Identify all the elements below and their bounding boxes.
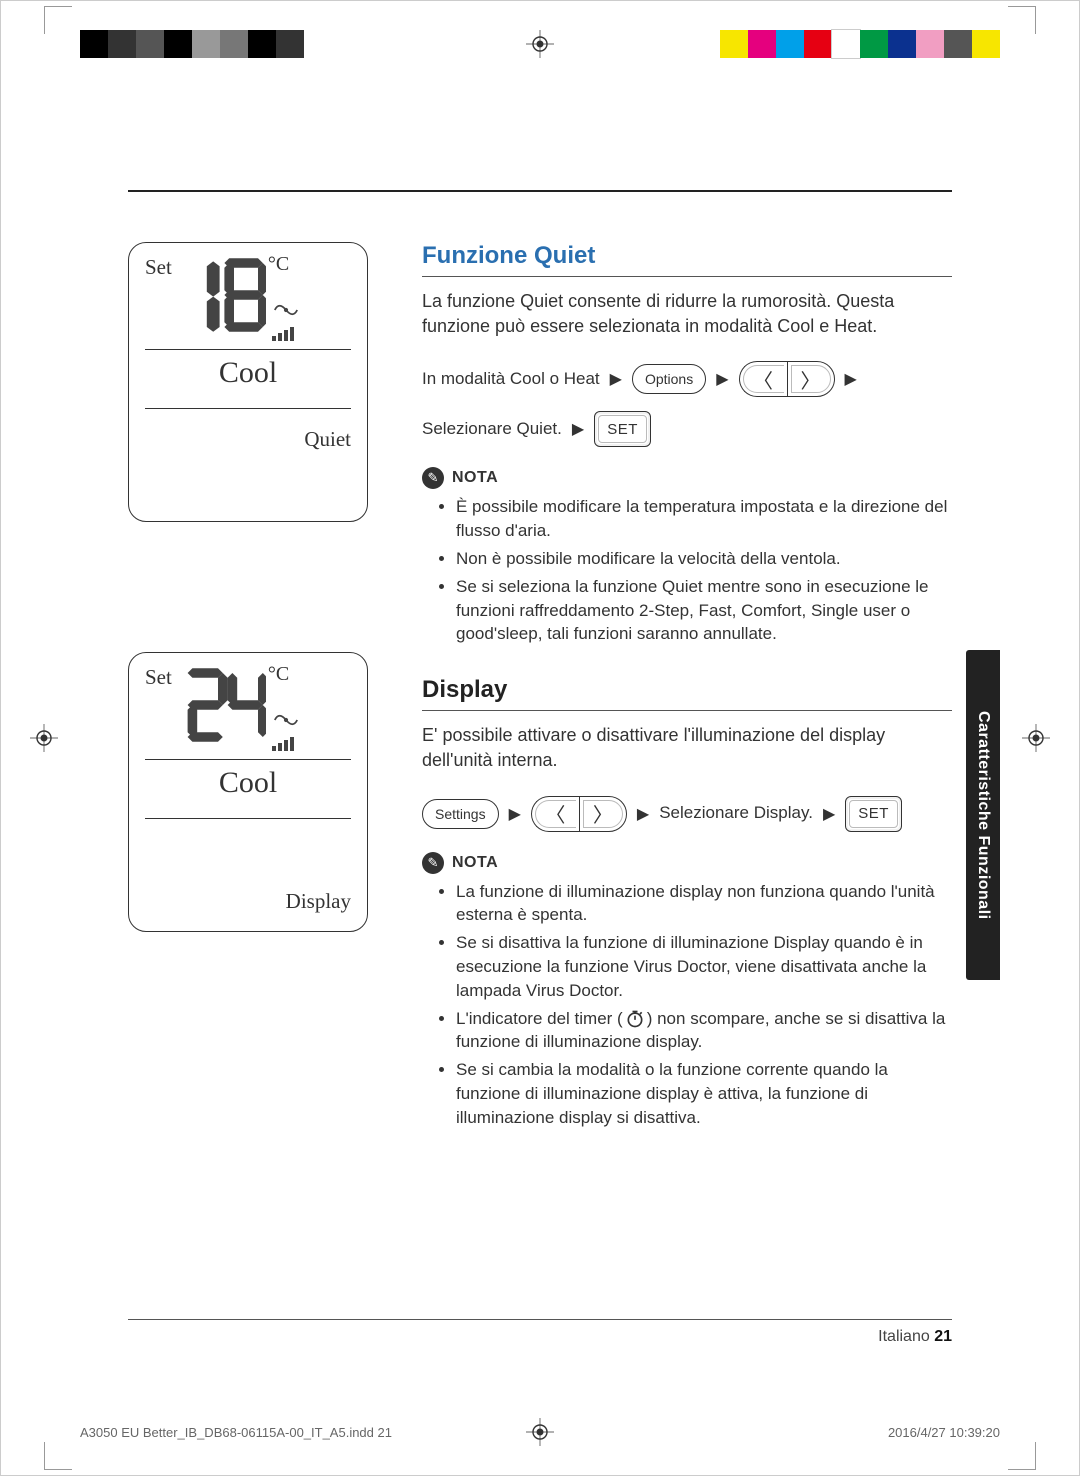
remote-preview-quiet: Set <box>128 242 368 522</box>
registration-mark <box>1022 724 1050 752</box>
print-colorbar-right <box>720 30 1000 58</box>
section-tab: Caratteristiche Funzionali <box>966 650 1000 980</box>
note-icon: ✎ <box>422 852 444 874</box>
page-footer: Italiano 21 <box>128 1319 952 1346</box>
arrow-icon: ▶ <box>509 804 521 824</box>
temp-digit <box>186 255 266 335</box>
set-label: Set <box>145 255 172 280</box>
intro-display: E' possibile attivare o disattivare l'il… <box>422 723 952 773</box>
arrow-icon: ▶ <box>637 804 649 824</box>
arrow-icon: ▶ <box>823 804 835 824</box>
options-button[interactable]: Options <box>632 364 706 394</box>
note-heading: NOTA <box>452 469 498 487</box>
settings-button[interactable]: Settings <box>422 799 499 829</box>
notes-display: La funzione di illuminazione display non… <box>422 880 952 1130</box>
notes-quiet: È possibile modificare la temperatura im… <box>422 495 952 646</box>
left-key[interactable]: 〈 <box>531 796 579 832</box>
remote-preview-display: Set <box>128 652 368 932</box>
left-key[interactable]: 〈 <box>739 361 787 397</box>
fan-icon <box>272 710 300 735</box>
fan-icon <box>272 300 300 325</box>
registration-mark <box>526 30 554 58</box>
signal-bars-icon <box>272 327 294 341</box>
note-heading: NOTA <box>452 854 498 872</box>
function-label: Quiet <box>145 408 351 452</box>
right-key[interactable]: 〉 <box>787 361 835 397</box>
steps-quiet-2: Selezionare Quiet. ▶ SET <box>422 411 952 447</box>
arrow-icon: ▶ <box>610 369 622 389</box>
set-button[interactable]: SET <box>845 796 902 832</box>
steps-display: Settings ▶ 〈 〉 ▶ Selezionare Display. ▶ … <box>422 796 952 832</box>
print-colorbar-left <box>80 30 304 58</box>
signal-bars-icon <box>272 737 294 751</box>
mode-label: Cool <box>145 349 351 390</box>
step-label: Selezionare Display. <box>659 803 813 823</box>
intro-quiet: La funzione Quiet consente di ridurre la… <box>422 289 952 339</box>
temp-unit: °C <box>268 663 300 686</box>
mode-label: Cool <box>145 759 351 800</box>
set-label: Set <box>145 665 172 690</box>
right-key[interactable]: 〉 <box>579 796 627 832</box>
arrow-icon: ▶ <box>716 369 728 389</box>
nav-keys[interactable]: 〈 〉 <box>531 796 627 832</box>
note-icon: ✎ <box>422 467 444 489</box>
nav-keys[interactable]: 〈 〉 <box>739 361 835 397</box>
set-button[interactable]: SET <box>594 411 651 447</box>
registration-mark <box>30 724 58 752</box>
temp-unit: °C <box>268 253 300 276</box>
function-label: Display <box>145 818 351 889</box>
heading-quiet: Funzione Quiet <box>422 242 952 277</box>
step-label: In modalità Cool o Heat <box>422 369 600 389</box>
heading-display: Display <box>422 676 952 711</box>
arrow-icon: ▶ <box>572 419 584 439</box>
step-label: Selezionare Quiet. <box>422 419 562 439</box>
temp-digit <box>186 665 266 745</box>
timer-icon <box>625 1009 645 1029</box>
arrow-icon: ▶ <box>845 369 857 389</box>
steps-quiet-1: In modalità Cool o Heat ▶ Options ▶ 〈 〉 … <box>422 361 952 397</box>
print-slug: A3050 EU Better_IB_DB68-06115A-00_IT_A5.… <box>80 1425 1000 1440</box>
